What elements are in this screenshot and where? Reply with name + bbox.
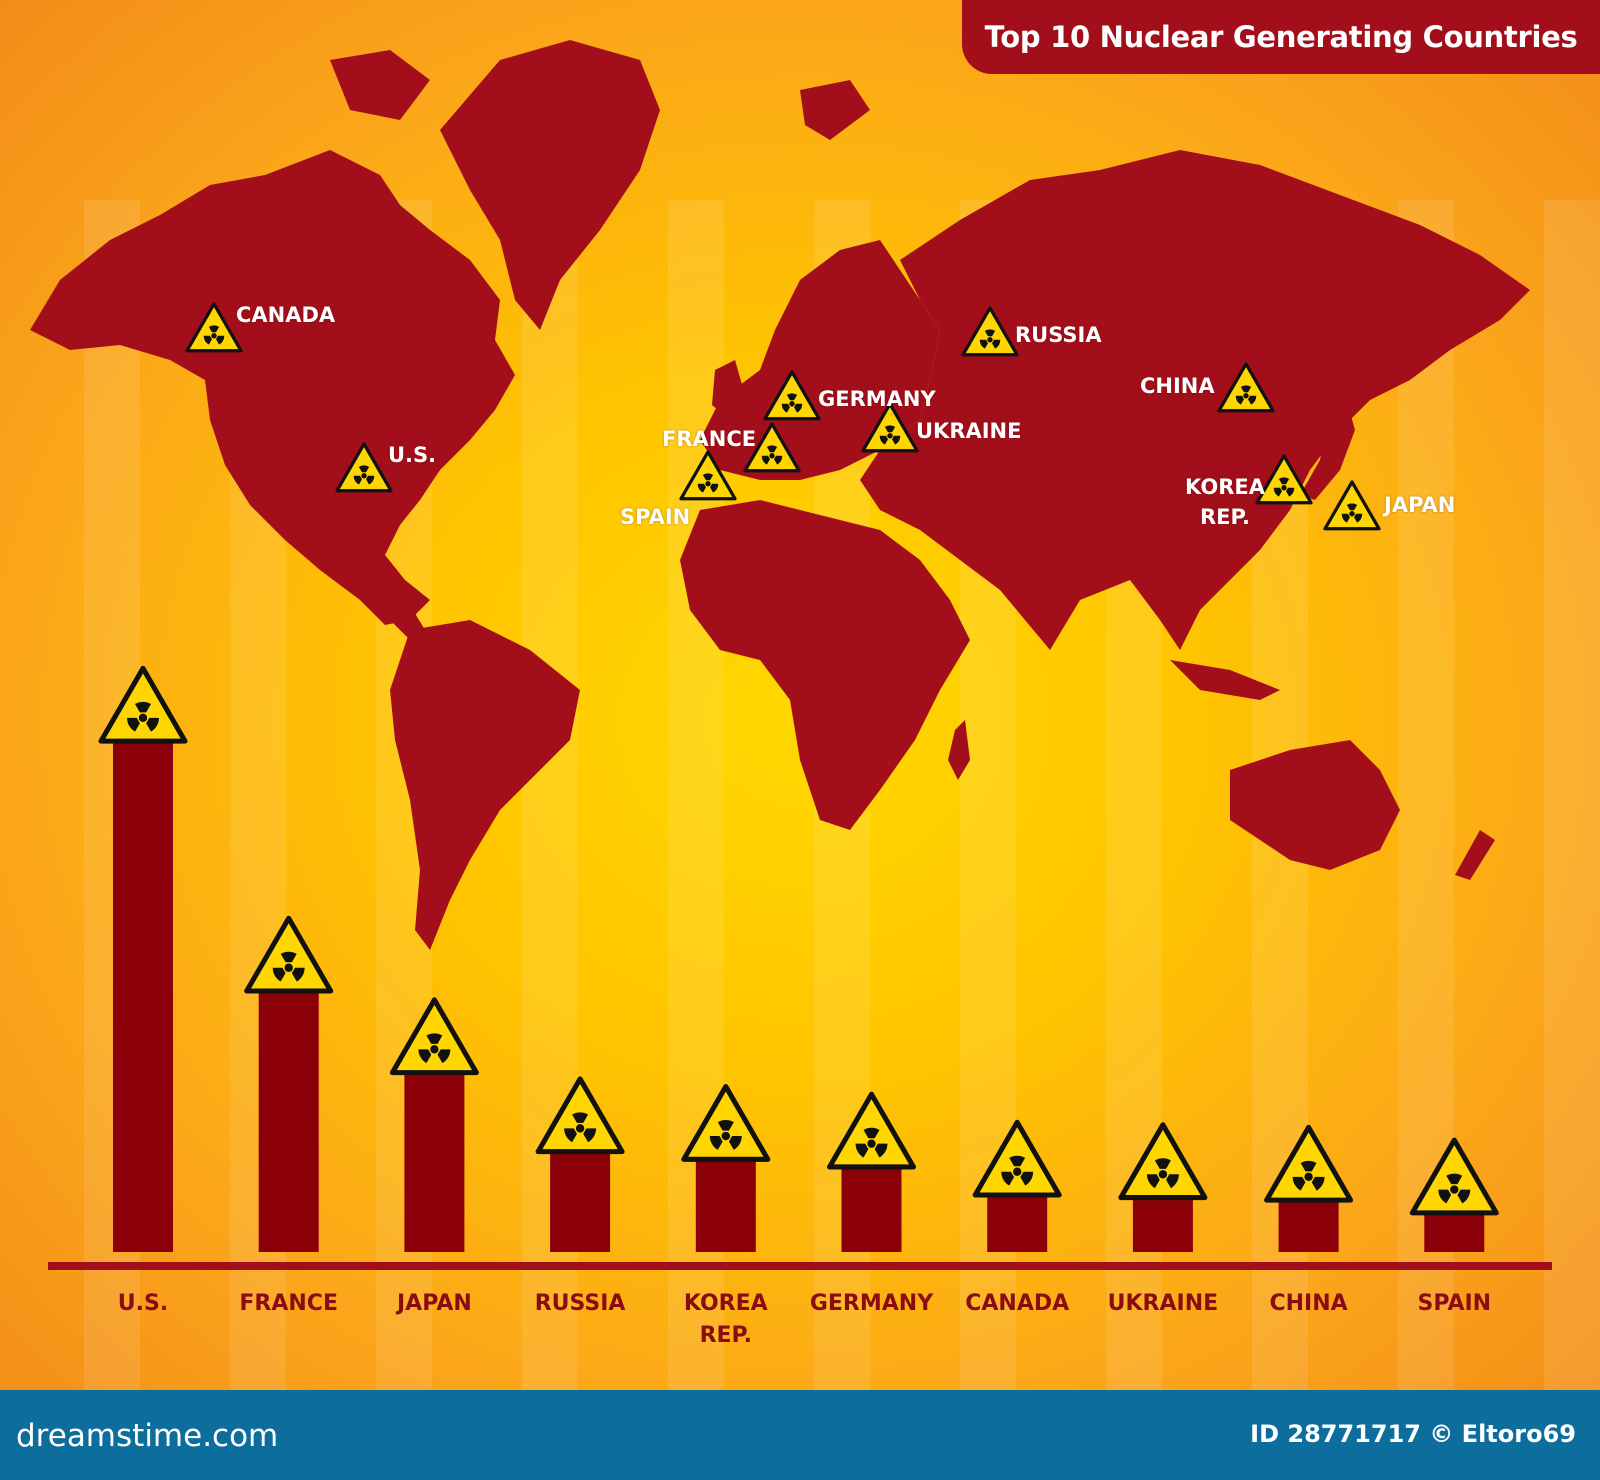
bar-canada (987, 1195, 1048, 1252)
landmass-arctic-canada (330, 50, 430, 120)
x-tick-label-us: U.S. (117, 1291, 169, 1316)
bar-spain (1424, 1213, 1485, 1252)
x-tick-label-france: FRANCE (239, 1291, 338, 1316)
bar-cap-france-icon (244, 915, 334, 994)
bar-cap-us-icon (98, 665, 188, 744)
map-marker-china-icon (1217, 362, 1275, 413)
x-tick-label-japan: JAPAN (397, 1291, 472, 1316)
landmass-south-america (390, 620, 580, 950)
footer-image-id: ID 28771717 © Eltoro69 (1250, 1420, 1576, 1448)
map-marker-spain-icon (679, 450, 737, 501)
bar-korea-rep (695, 1160, 756, 1252)
map-label-france: FRANCE (662, 427, 757, 451)
map-marker-us-icon (335, 442, 393, 493)
map-marker-ukraine-icon (861, 402, 919, 453)
map-label-korea: KOREA REP. (1185, 475, 1265, 529)
bar-cap-japan-icon (389, 997, 479, 1076)
bar-ukraine (1132, 1198, 1193, 1252)
bar-germany (841, 1167, 902, 1252)
landmass-new-zealand (1455, 830, 1495, 880)
landmass-japan (1300, 395, 1355, 500)
landmass-madagascar (948, 720, 970, 780)
landmass-indonesia (1170, 660, 1280, 700)
background-stripe (1544, 200, 1600, 1390)
x-axis-line (48, 1262, 1552, 1270)
bar-cap-korea-rep-icon (681, 1084, 771, 1162)
bar-france (258, 991, 319, 1252)
map-marker-canada-icon (185, 302, 243, 353)
bar-russia (550, 1152, 611, 1252)
landmass-svalbard (800, 80, 870, 140)
map-label-russia: RUSSIA (1015, 323, 1102, 347)
x-tick-label-russia: RUSSIA (534, 1291, 626, 1316)
x-tick-label-ukraine: UKRAINE (1107, 1291, 1219, 1316)
bar-cap-canada-icon (972, 1119, 1062, 1198)
landmass-australia (1230, 740, 1400, 870)
bar-cap-spain-icon (1409, 1137, 1499, 1216)
map-marker-germany-icon (763, 370, 821, 421)
landmass-uk (712, 360, 745, 420)
map-marker-france-icon (743, 422, 801, 473)
bar-cap-russia-icon (535, 1076, 625, 1155)
landmass-greenland (440, 40, 660, 330)
landmass-central-america (385, 580, 425, 640)
x-tick-label-korea-rep: KOREA REP. (683, 1291, 768, 1348)
map-label-japan: JAPAN (1384, 493, 1456, 517)
bar-us (113, 742, 173, 1252)
map-label-canada: CANADA (236, 303, 336, 327)
map-label-germany: GERMANY (818, 387, 936, 411)
x-tick-label-canada: CANADA (965, 1291, 1070, 1316)
bar-cap-china-icon (1264, 1124, 1354, 1203)
bar-cap-ukraine-icon (1118, 1122, 1208, 1201)
world-map (30, 40, 1530, 950)
landmass-africa (680, 500, 970, 830)
x-tick-label-spain: SPAIN (1417, 1291, 1492, 1316)
bar-cap-germany-icon (826, 1091, 917, 1170)
map-marker-korea-icon (1255, 454, 1313, 505)
bar-china (1278, 1201, 1339, 1252)
landmass-north-america (30, 150, 515, 625)
map-label-ukraine: UKRAINE (916, 419, 1022, 443)
map-marker-japan-icon (1323, 480, 1381, 531)
footer-bar: dreamstime.com ID 28771717 © Eltoro69 (0, 1390, 1600, 1480)
map-label-spain: SPAIN (620, 505, 691, 529)
footer-site-logo: dreamstime.com (16, 1418, 279, 1454)
chart-title: Top 10 Nuclear Generating Countries (962, 0, 1600, 74)
map-marker-russia-icon (961, 306, 1019, 357)
bar-chart (48, 665, 1552, 1270)
bar-japan (404, 1073, 465, 1252)
x-tick-label-china: CHINA (1269, 1291, 1348, 1316)
x-tick-label-germany: GERMANY (809, 1291, 934, 1316)
map-label-us: U.S. (388, 443, 437, 467)
map-label-china: CHINA (1140, 374, 1215, 398)
landmass-asia (860, 150, 1530, 650)
